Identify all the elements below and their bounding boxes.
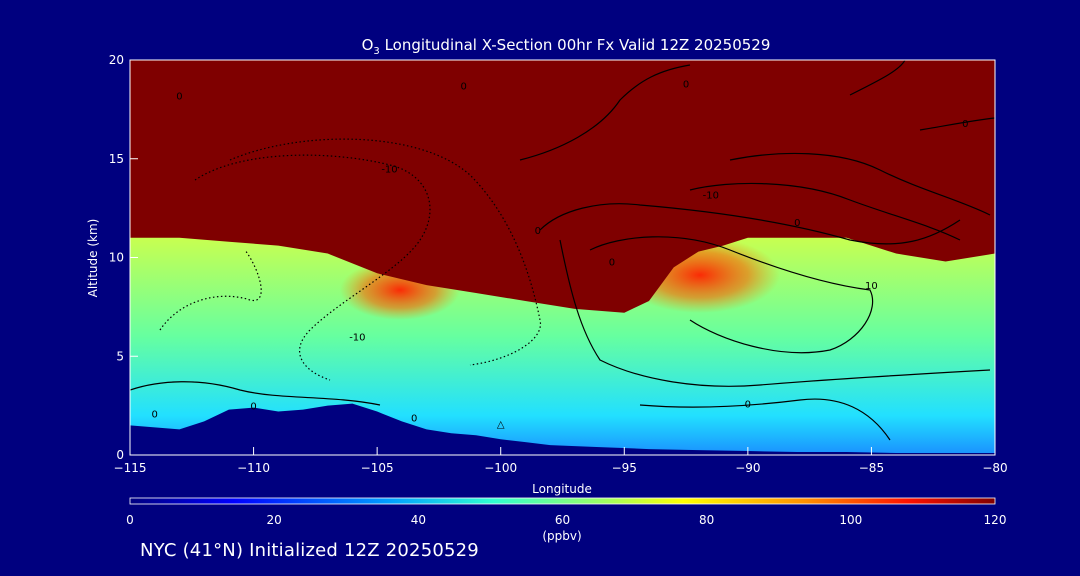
contour-labels: 0 0 -10 -10 -10 0 0 0 10 0 0 0 0 0 0 △ <box>152 80 969 431</box>
contour-solid-8 <box>919 117 995 131</box>
contour-solid-9 <box>639 398 891 441</box>
contour-solid-7 <box>849 60 906 96</box>
contour-solid-10 <box>130 381 381 406</box>
contour-label-7: 0 <box>794 218 800 229</box>
contour-label-12: 0 <box>411 413 417 424</box>
y-tick-label-4: 20 <box>109 53 124 67</box>
plot-area: 0 0 -10 -10 -10 0 0 0 10 0 0 0 0 0 0 △ <box>130 60 995 455</box>
contour-solid-3 <box>589 236 874 354</box>
contour-label-9: 0 <box>745 400 751 411</box>
contour-label-6: 0 <box>609 257 615 268</box>
contour-label-5: 0 <box>535 226 541 237</box>
y-axis: 0 5 10 15 20 <box>109 53 138 462</box>
contour-dotted-1 <box>194 154 431 381</box>
colorbar-tick-label-3: 60 <box>555 513 570 527</box>
contour-dotted-3 <box>159 249 262 331</box>
colorbar-tick-label-6: 120 <box>984 513 1007 527</box>
contour-label-15: △ <box>497 419 505 430</box>
contour-label-14: 0 <box>962 119 968 130</box>
contour-label-1: 0 <box>460 82 466 93</box>
colorbar-axis: 0 20 40 60 80 100 120 <box>126 513 1006 527</box>
contour-label-11: 0 <box>152 409 158 420</box>
y-tick-label-3: 15 <box>109 152 124 166</box>
colorbar <box>129 497 996 505</box>
contour-label-2: -10 <box>381 165 397 176</box>
contour-solid-6 <box>729 152 991 216</box>
contour-label-8: 10 <box>865 281 878 292</box>
contour-label-4: -10 <box>703 190 719 201</box>
colorbar-tick-label-1: 20 <box>267 513 282 527</box>
contour-label-3: -10 <box>349 332 365 343</box>
colorbar-tick-label-5: 100 <box>839 513 862 527</box>
contour-solid-4 <box>559 239 991 387</box>
x-tick-label-1: −110 <box>237 461 270 475</box>
x-tick-label-4: −95 <box>612 461 637 475</box>
chart-title: O3 Longitudinal X-Section 00hr Fx Valid … <box>362 36 771 57</box>
stratospheric-ozone-region <box>130 60 995 313</box>
contour-label-13: 0 <box>683 80 689 91</box>
x-axis: −115 −110 −105 −100 −95 −90 −85 −80 <box>114 447 1008 475</box>
x-tick-label-3: −100 <box>484 461 517 475</box>
contour-solid-2 <box>539 203 961 245</box>
colorbar-tick-label-4: 80 <box>699 513 714 527</box>
colorbar-unit: (ppbv) <box>542 529 581 543</box>
colorbar-tick-label-0: 0 <box>126 513 134 527</box>
x-tick-label-0: −115 <box>114 461 147 475</box>
colorbar-tick-label-2: 40 <box>411 513 426 527</box>
y-tick-label-1: 5 <box>116 349 124 363</box>
terrain-mask <box>130 403 995 455</box>
contour-lines <box>130 60 995 441</box>
x-tick-label-2: −105 <box>361 461 394 475</box>
y-tick-label-2: 10 <box>109 251 124 265</box>
x-tick-label-6: −85 <box>859 461 884 475</box>
x-tick-label-7: −80 <box>982 461 1007 475</box>
y-axis-label: Altitude (km) <box>86 219 100 298</box>
contour-solid-5 <box>689 182 961 241</box>
contour-solid-1 <box>519 64 691 161</box>
x-axis-label: Longitude <box>532 482 592 496</box>
contour-label-0: 0 <box>176 92 182 103</box>
y-tick-label-0: 0 <box>116 448 124 462</box>
x-tick-label-5: −90 <box>735 461 760 475</box>
footer-init-info: NYC (41°N) Initialized 12Z 20250529 <box>140 540 479 561</box>
contour-label-10: 0 <box>250 402 256 413</box>
